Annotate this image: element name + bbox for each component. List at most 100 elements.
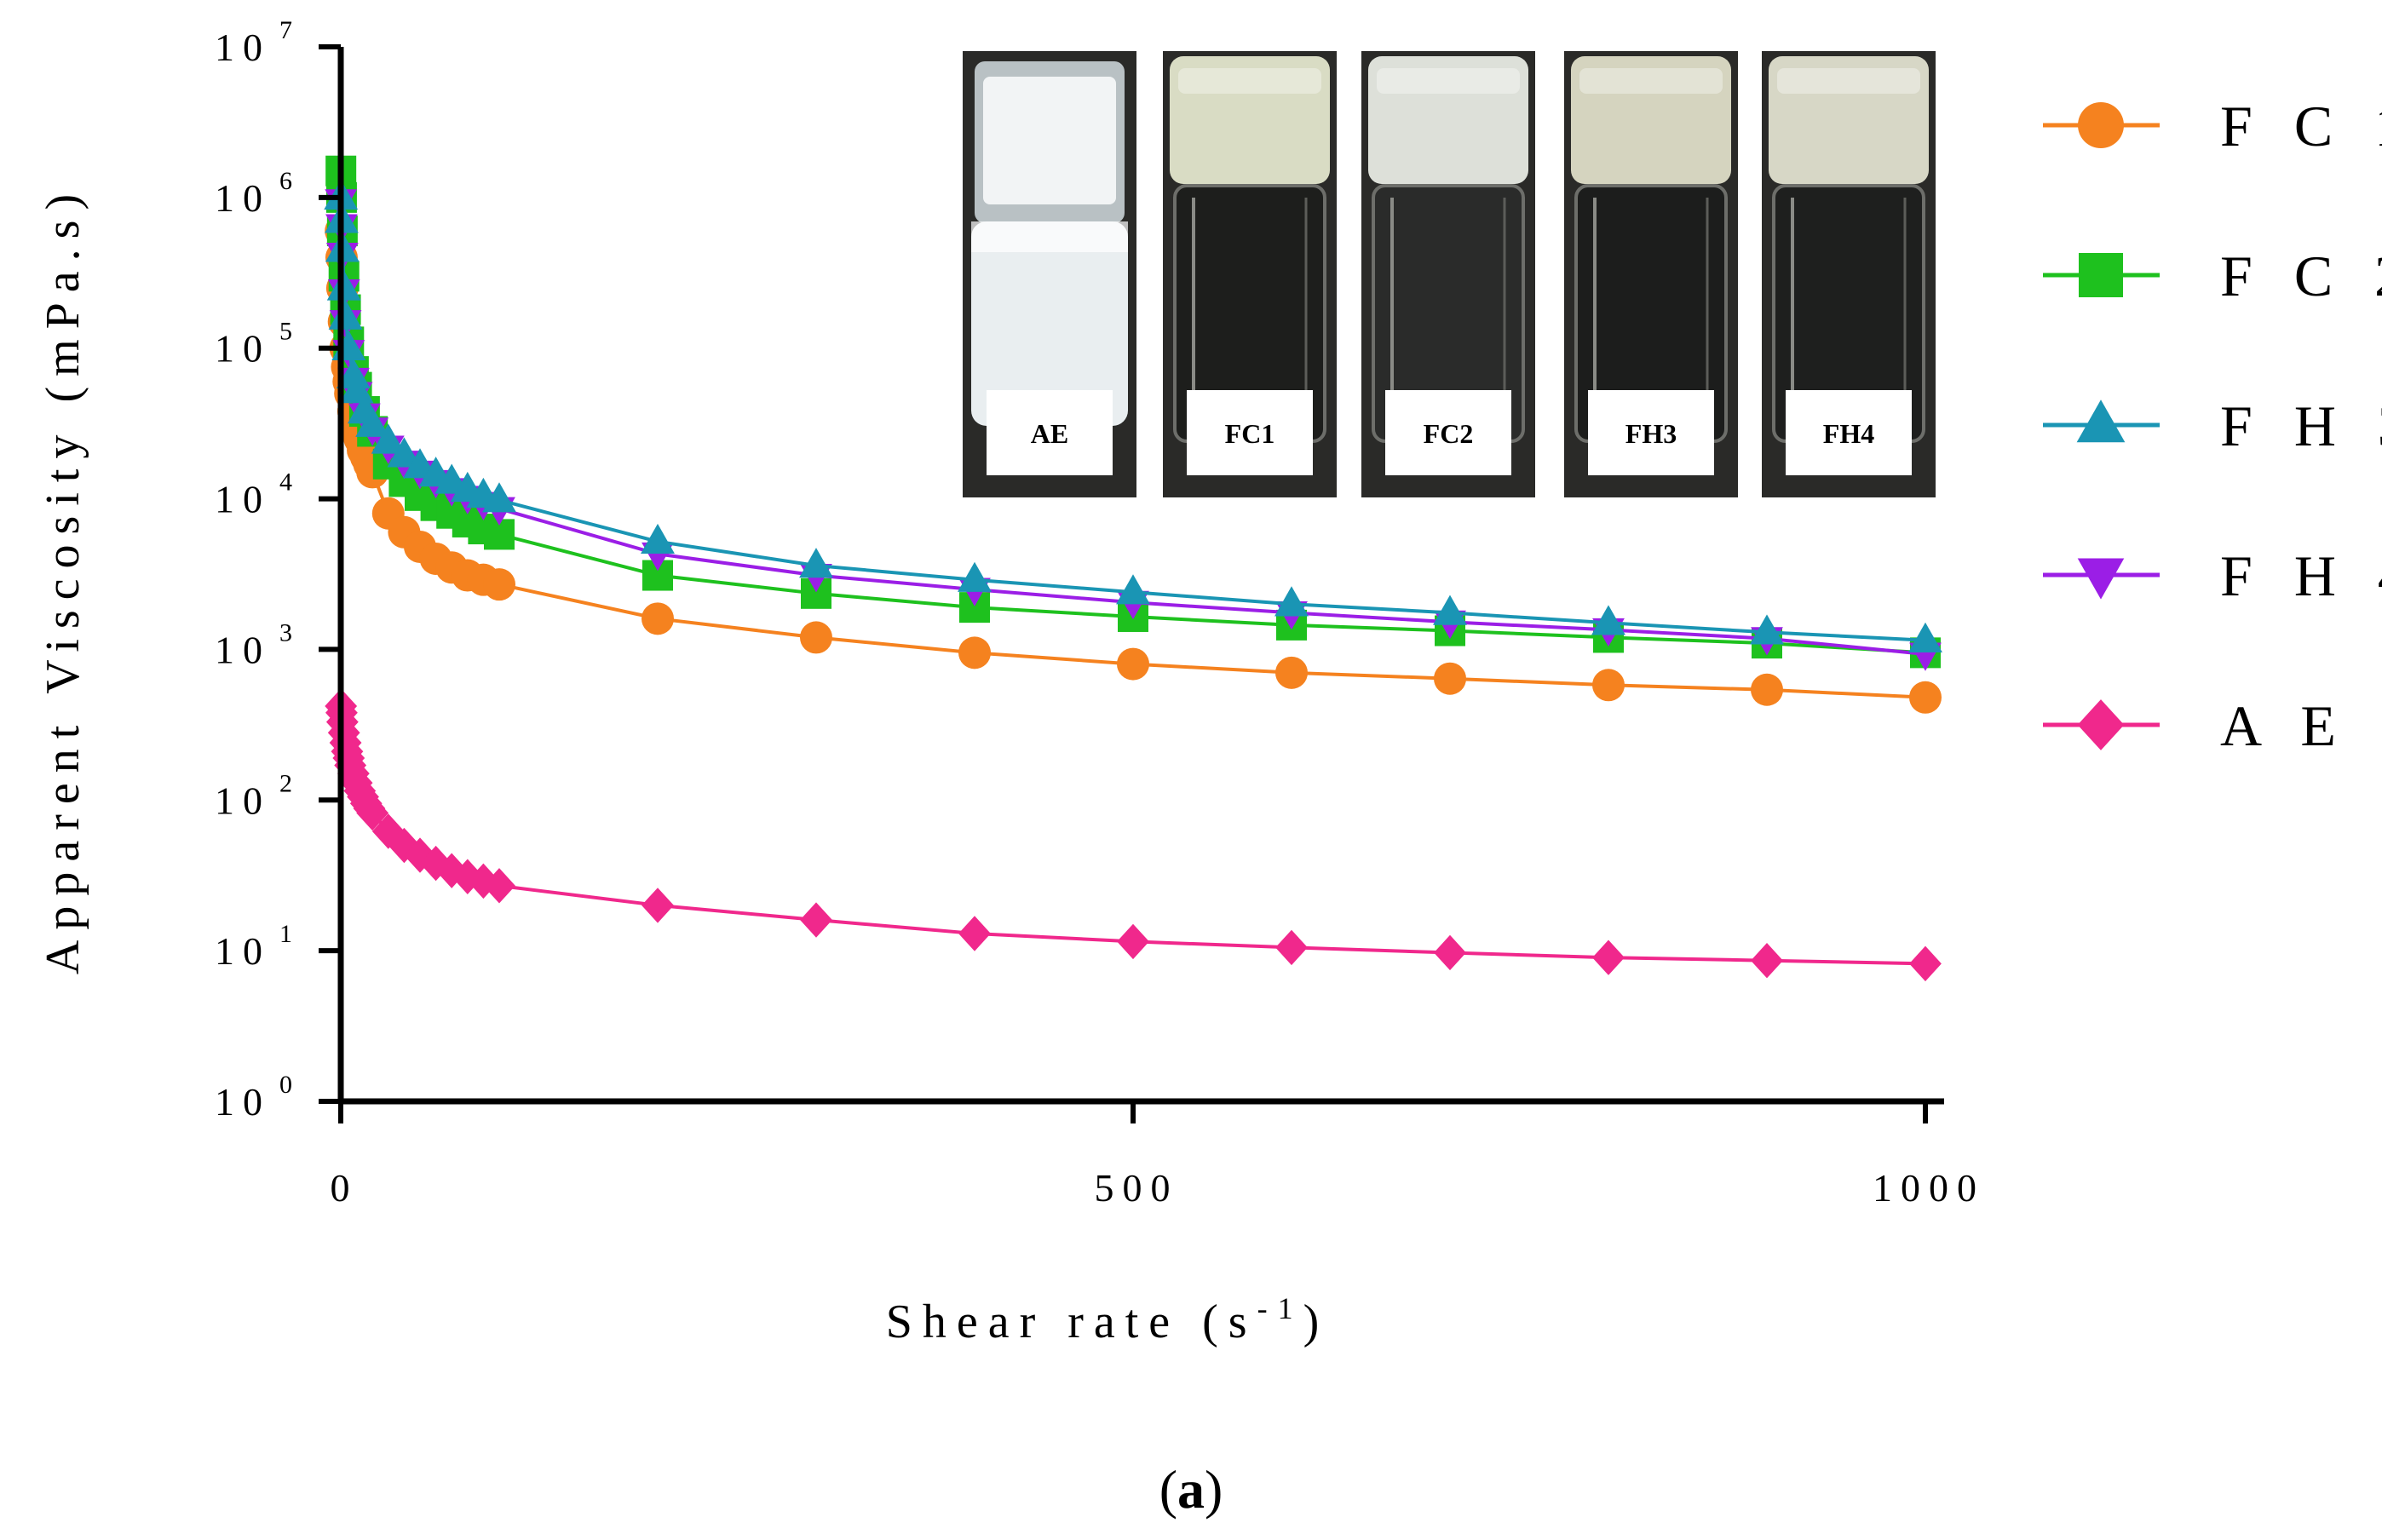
y-tick-exponent: 4 <box>279 468 292 497</box>
data-point <box>336 358 371 389</box>
data-point <box>1751 943 1783 979</box>
y-tick-label: 10 <box>215 26 271 69</box>
data-point <box>642 602 674 635</box>
figure-caption: (a) <box>1159 1459 1223 1520</box>
x-axis-title-main: Shear rate (s <box>886 1296 1257 1348</box>
data-point <box>1117 647 1149 681</box>
legend: F C 1 F C 2 F H 3 F H 4 A E <box>2043 94 2382 758</box>
legend-item-fc2: F C 2 <box>2043 244 2382 308</box>
data-point <box>1434 662 1466 695</box>
vial-label-card <box>987 390 1113 475</box>
data-point <box>1751 673 1783 706</box>
vial-photo-fc1: FC1 <box>1163 51 1337 497</box>
vial-label-card <box>1588 390 1714 475</box>
legend-item-fc1: F C 1 <box>2043 94 2382 158</box>
vial-gel <box>1368 56 1528 184</box>
y-tick-exponent: 5 <box>279 318 292 346</box>
data-point <box>1908 622 1942 652</box>
series-ae <box>325 688 1942 982</box>
data-point <box>1434 934 1466 971</box>
legend-label: F H 4 <box>2220 543 2382 608</box>
caption-open: ( <box>1159 1459 1177 1520</box>
data-point <box>371 423 406 454</box>
vial-highlight <box>1377 68 1520 94</box>
data-point <box>1275 656 1308 689</box>
y-tick-exponent: 6 <box>279 167 292 195</box>
legend-marker <box>2077 699 2125 750</box>
legend-item-fh4: F H 4 <box>2043 543 2382 608</box>
vial-gel <box>1571 56 1731 184</box>
legend-label: F C 1 <box>2220 94 2382 158</box>
legend-label: F H 3 <box>2220 394 2382 458</box>
data-point <box>328 299 363 330</box>
data-point <box>356 795 389 831</box>
vial-photo-ae: AE <box>963 51 1136 497</box>
y-tick-label: 10 <box>215 176 271 220</box>
series-fh3 <box>324 179 1942 652</box>
vial-liquid <box>971 221 1128 426</box>
data-point <box>1592 669 1625 702</box>
data-point <box>642 888 674 923</box>
legend-marker <box>2078 102 2124 148</box>
data-point <box>1591 605 1625 635</box>
data-point <box>1274 586 1309 617</box>
vial-photo-inset: AE FC1 FC2 FH3 FH4 <box>963 51 1936 497</box>
axes <box>337 47 1944 1105</box>
vial-gel <box>1769 56 1929 184</box>
x-tick-label: 1000 <box>1873 1166 1985 1210</box>
data-point <box>1750 614 1784 645</box>
y-tick-exponent: 2 <box>279 769 292 797</box>
y-tick-label: 10 <box>215 628 271 671</box>
legend-item-ae: A E <box>2043 693 2350 758</box>
vial-gel <box>1170 56 1330 184</box>
data-point <box>483 568 515 601</box>
vial-photo-fh4: FH4 <box>1762 51 1936 497</box>
y-tick-label: 10 <box>215 327 271 371</box>
data-point <box>483 868 515 904</box>
data-point <box>404 837 436 873</box>
legend-label: F C 2 <box>2220 244 2382 308</box>
data-point <box>958 916 991 951</box>
data-point <box>1116 574 1150 605</box>
vial-label-card <box>1786 390 1912 475</box>
vial-highlight <box>1777 68 1920 94</box>
y-tick-label: 10 <box>215 779 271 822</box>
data-point <box>1433 595 1467 625</box>
y-axis-title: Apparent Viscosity (mPa.s) <box>37 184 89 974</box>
data-point <box>641 523 675 555</box>
y-tick-label: 10 <box>215 1080 271 1123</box>
vial-label-card <box>1385 390 1511 475</box>
data-point <box>800 902 832 938</box>
data-point <box>958 561 992 592</box>
y-ticks: 10 0 10 1 10 2 10 3 10 4 10 5 10 6 10 7 <box>215 16 341 1123</box>
vial-label: FC1 <box>1225 418 1275 449</box>
data-point <box>1275 929 1308 966</box>
data-point <box>1117 923 1149 960</box>
y-tick-exponent: 3 <box>279 618 292 646</box>
vial-label-card <box>1187 390 1313 475</box>
x-axis-title-end: ) <box>1303 1296 1330 1348</box>
x-axis-title: Shear rate (s-1) <box>886 1291 1330 1348</box>
data-point <box>1909 945 1942 982</box>
legend-marker <box>2076 399 2126 443</box>
vial-highlight <box>1178 68 1321 94</box>
vial-label: FC2 <box>1424 418 1474 449</box>
caption-close: ) <box>1205 1459 1223 1520</box>
data-point <box>387 437 422 468</box>
legend-marker <box>2077 558 2125 600</box>
vial-meniscus <box>971 221 1128 252</box>
legend-label: A E <box>2220 693 2350 758</box>
data-point <box>1592 940 1625 975</box>
vial-photo-fc2: FC2 <box>1361 51 1535 497</box>
vial-headspace <box>983 77 1116 204</box>
x-axis-title-sup: -1 <box>1257 1291 1303 1325</box>
x-tick-label: 0 <box>331 1166 359 1210</box>
data-point <box>482 482 516 513</box>
data-point <box>355 406 390 437</box>
legend-item-fh3: F H 3 <box>2043 394 2382 458</box>
vial-highlight <box>1579 68 1723 94</box>
vial-photo-fh3: FH3 <box>1564 51 1738 497</box>
vial-label: FH4 <box>1823 418 1874 449</box>
y-tick-label: 10 <box>215 478 271 521</box>
